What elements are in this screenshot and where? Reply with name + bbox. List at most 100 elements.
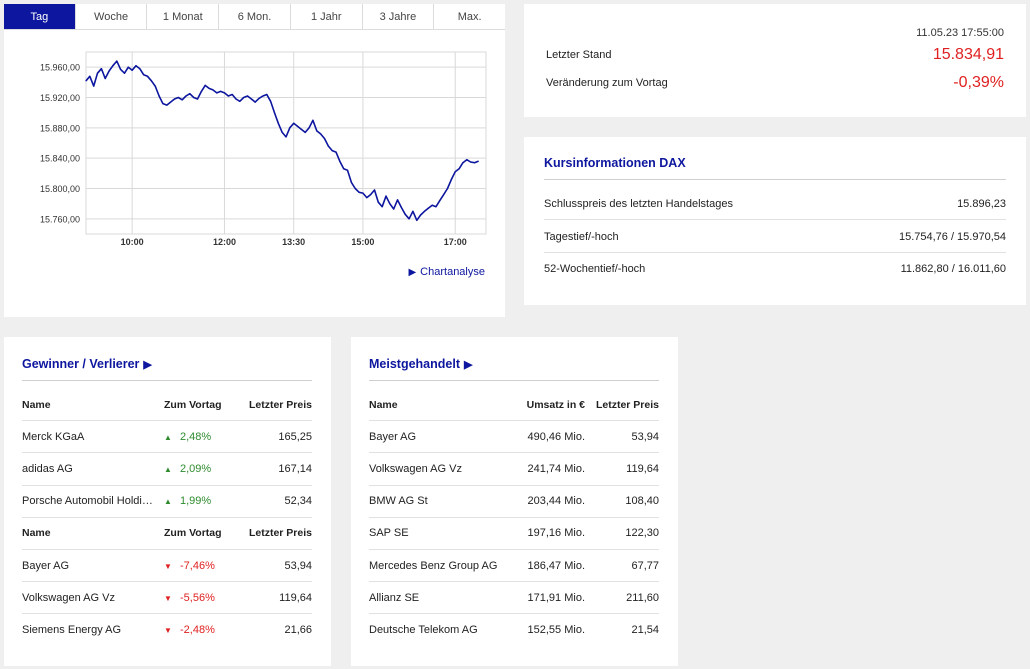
most-traded-title[interactable]: Meistgehandelt ▶ (369, 357, 472, 371)
data-point (343, 168, 345, 170)
tab-6-months[interactable]: 6 Mon. (219, 4, 291, 29)
stock-price: 67,77 (631, 559, 659, 572)
column-header-name: Name (22, 527, 51, 540)
data-point (296, 125, 299, 127)
tab-1-month[interactable]: 1 Monat (147, 4, 220, 29)
tab-day[interactable]: Tag (4, 4, 76, 29)
stock-name: Allianz SE (369, 591, 420, 604)
triangle-down-icon: ▼ (164, 626, 172, 636)
table-row[interactable]: Bayer AG 490,46 Mio. 53,94 (369, 421, 659, 454)
data-point (377, 201, 379, 203)
data-point (204, 84, 206, 86)
chartanalyse-label: Chartanalyse (420, 266, 485, 278)
data-point (446, 187, 449, 190)
price-info-title: Kursinformationen DAX (544, 156, 686, 170)
data-point (220, 90, 222, 92)
stock-volume: 203,44 Mio. (527, 495, 585, 508)
last-price-label: Letzter Stand (546, 49, 612, 61)
data-point (435, 206, 437, 208)
table-row[interactable]: SAP SE 197,16 Mio. 122,30 (369, 518, 659, 550)
data-point (223, 92, 226, 94)
data-point (477, 160, 479, 162)
stock-price: 122,30 (625, 527, 659, 540)
data-point (466, 159, 468, 161)
y-tick-label: 15.880,00 (40, 123, 80, 133)
data-point (143, 74, 145, 76)
change-label: Veränderung zum Vortag (546, 77, 668, 89)
y-tick-label: 15.840,00 (40, 154, 80, 164)
play-triangle-icon: ▶ (464, 359, 473, 371)
tab-max[interactable]: Max. (457, 10, 482, 23)
stock-change: ▼ -2,48% (164, 624, 215, 637)
stock-price: 52,34 (284, 495, 312, 508)
data-point (208, 87, 210, 89)
triangle-up-icon: ▲ (164, 432, 172, 442)
data-point (323, 137, 326, 140)
table-row[interactable]: Mercedes Benz Group AG 186,47 Mio. 67,77 (369, 550, 659, 583)
most-traded-title-text: Meistgehandelt (369, 357, 460, 371)
triangle-down-icon: ▼ (164, 561, 172, 571)
stock-price: 119,64 (626, 462, 659, 475)
data-point (250, 98, 252, 100)
stock-name: Volkswagen AG Vz (22, 591, 115, 604)
chartanalyse-link[interactable]: ▶ Chartanalyse (408, 266, 485, 278)
title-divider (22, 380, 312, 381)
data-point (173, 98, 176, 100)
data-point (308, 127, 310, 129)
stock-price: 108,40 (625, 495, 659, 508)
data-point (454, 171, 456, 173)
data-point (281, 131, 283, 133)
data-point (385, 195, 387, 197)
table-row[interactable]: Deutsche Telekom AG 152,55 Mio. 21,54 (369, 614, 659, 646)
data-point (212, 89, 214, 91)
tab-1-year[interactable]: 1 Jahr (291, 4, 363, 29)
tab-3-years[interactable]: 3 Jahre (363, 4, 435, 29)
stock-price: 119,64 (279, 591, 312, 604)
x-tick-label: 12:00 (213, 237, 236, 247)
data-point (246, 95, 249, 97)
tab-week[interactable]: Woche (76, 4, 148, 29)
column-header-change: Zum Vortag (164, 527, 222, 540)
table-row[interactable]: Volkswagen AG Vz 241,74 Mio. 119,64 (369, 453, 659, 486)
data-point (358, 191, 360, 193)
info-value: 15.754,76 / 15.970,54 (898, 230, 1006, 243)
price-info-panel: Kursinformationen DAX Schlusspreis des l… (524, 137, 1026, 305)
table-row[interactable]: Siemens Energy AG ▼ -2,48% 21,66 (22, 614, 312, 646)
stock-volume: 490,46 Mio. (527, 430, 585, 443)
stock-name: adidas AG (22, 462, 73, 475)
data-point (254, 101, 256, 103)
data-point (462, 162, 464, 164)
gainers-losers-title[interactable]: Gewinner / Verlierer ▶ (22, 357, 152, 371)
data-point (431, 204, 433, 206)
info-label: 52-Wochentief/-hoch (544, 263, 646, 275)
data-point (289, 127, 291, 129)
data-point (370, 194, 372, 196)
table-row[interactable]: Merck KGaA ▲ 2,48% 165,25 (22, 421, 312, 454)
most-traded-table: Name Umsatz in € Letzter Preis Bayer AG … (369, 389, 659, 647)
change-value: -0,39% (953, 74, 1004, 91)
table-row[interactable]: Volkswagen AG Vz ▼ -5,56% 119,64 (22, 582, 312, 615)
data-point (423, 210, 426, 212)
data-point (285, 136, 287, 138)
x-tick-label: 15:00 (351, 237, 374, 247)
stock-name: Volkswagen AG Vz (369, 462, 462, 475)
data-point (96, 72, 99, 74)
data-point (166, 104, 168, 106)
data-point (458, 168, 460, 170)
table-row[interactable]: Allianz SE 171,91 Mio. 211,60 (369, 582, 659, 615)
table-row[interactable]: Bayer AG ▼ -7,46% 53,94 (22, 550, 312, 583)
table-row[interactable]: BMW AG St 203,44 Mio. 108,40 (369, 486, 659, 518)
gainers-losers-title-text: Gewinner / Verlierer (22, 357, 140, 371)
data-point (416, 219, 418, 221)
data-point (320, 133, 322, 135)
chart-panel: Tag Woche 1 Monat 6 Mon. 1 Jahr 3 Jahre … (4, 4, 505, 317)
gainers-losers-table: Name Zum Vortag Letzter Preis Merck KGaA… (22, 389, 312, 647)
table-row[interactable]: adidas AG ▲ 2,09% 167,14 (22, 453, 312, 486)
data-point (354, 187, 356, 190)
data-point (116, 60, 118, 62)
stock-name: Merck KGaA (22, 430, 85, 443)
table-row[interactable]: Porsche Automobil Holding SE ▲ 1,99% 52,3… (22, 486, 312, 518)
column-header-name: Name (369, 398, 398, 411)
info-value: 15.896,23 (957, 197, 1006, 210)
data-point (273, 112, 276, 114)
